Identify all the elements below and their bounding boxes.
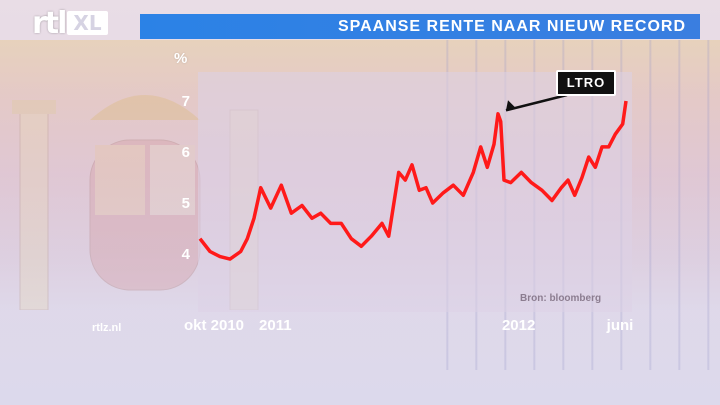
logo-rtl-text: rtl bbox=[32, 5, 67, 41]
title-bar: SPAANSE RENTE NAAR NIEUW RECORD bbox=[140, 14, 700, 39]
chart-title: SPAANSE RENTE NAAR NIEUW RECORD bbox=[337, 18, 686, 35]
y-axis-unit: % bbox=[174, 50, 188, 67]
logo-xl-badge: XL bbox=[67, 11, 108, 35]
source-label: Bron: bloomberg bbox=[520, 293, 602, 304]
x-tick-label: 2012 bbox=[502, 317, 535, 334]
y-tick-label: 6 bbox=[182, 144, 190, 161]
rtl-xl-logo: rtl XL bbox=[32, 5, 108, 41]
x-tick-label: juni bbox=[606, 317, 634, 334]
yield-series-line bbox=[198, 100, 628, 261]
y-tick-label: 7 bbox=[182, 93, 190, 110]
x-tick-label: okt 2010 bbox=[184, 317, 244, 334]
y-tick-label: 5 bbox=[182, 195, 190, 212]
ltro-arrow bbox=[505, 93, 568, 112]
site-label: rtlz.nl bbox=[92, 322, 122, 334]
x-tick-label: 2011 bbox=[259, 317, 292, 334]
y-tick-label: 4 bbox=[182, 246, 191, 263]
ltro-annotation: LTRO bbox=[556, 70, 616, 96]
ltro-arrow-head bbox=[506, 100, 515, 111]
